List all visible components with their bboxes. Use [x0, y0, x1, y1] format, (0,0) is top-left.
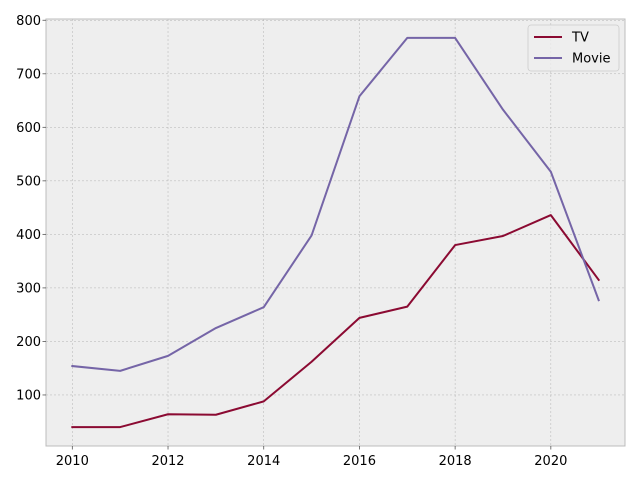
- x-tick-label: 2016: [343, 454, 376, 469]
- legend-label: Movie: [572, 52, 610, 67]
- series-layer: [71, 36, 601, 429]
- series-line: [71, 36, 600, 372]
- legend: TV Movie: [527, 24, 620, 72]
- legend-label: TV: [571, 31, 589, 46]
- series-tv: [71, 214, 601, 429]
- y-tick-label: 100: [16, 388, 41, 403]
- x-tick-label: 2018: [439, 454, 472, 469]
- y-tick-label: 700: [16, 67, 41, 82]
- y-tick-label: 200: [16, 335, 41, 350]
- y-axis: 100 200 300 400 500 600 700 800: [16, 14, 46, 403]
- x-tick-label: 2020: [534, 454, 567, 469]
- series-movie: [71, 36, 600, 372]
- x-tick-label: 2010: [56, 454, 89, 469]
- x-tick-label: 2012: [151, 454, 184, 469]
- grid: [46, 19, 625, 446]
- plot-frame: [45, 18, 626, 447]
- y-tick-label: 800: [16, 14, 41, 29]
- y-tick-label: 600: [16, 121, 41, 136]
- series-line: [71, 214, 601, 429]
- y-tick-label: 500: [16, 174, 41, 189]
- y-tick-label: 300: [16, 281, 41, 296]
- x-tick-label: 2014: [247, 454, 280, 469]
- x-axis: 2010 2012 2014 2016 2018 2020: [56, 446, 567, 469]
- y-tick-label: 400: [16, 228, 41, 243]
- plot-background: [46, 19, 625, 446]
